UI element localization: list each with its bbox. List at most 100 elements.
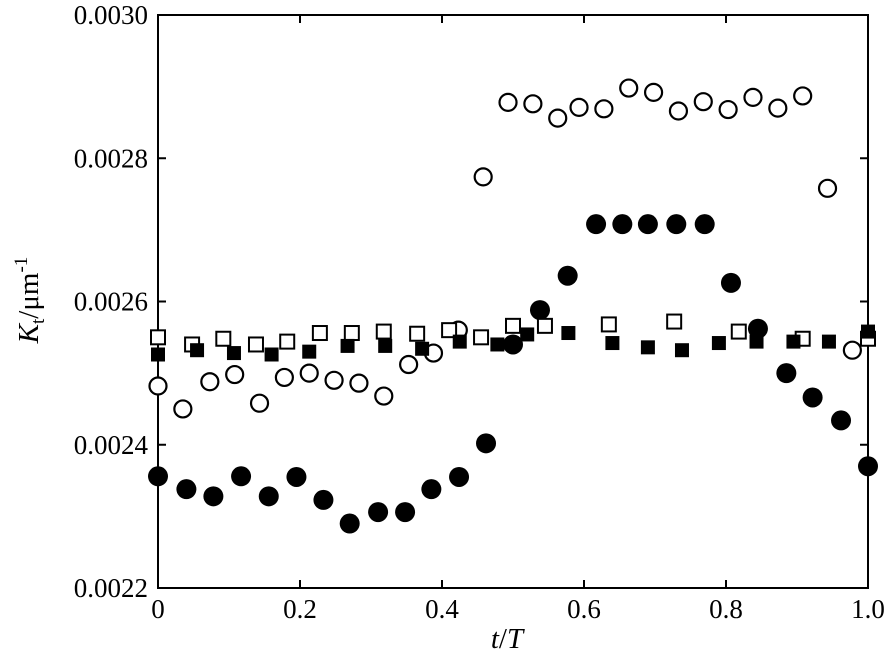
point-filled-square: [340, 338, 355, 353]
y-tick-label: 0.0022: [74, 573, 148, 603]
point-open-circle: [498, 92, 518, 112]
point-filled-square: [190, 343, 205, 358]
point-open-square: [279, 333, 296, 350]
point-open-circle: [349, 373, 369, 393]
point-open-square: [311, 325, 328, 342]
x-tick-label: 0.8: [709, 594, 743, 624]
point-filled-square: [861, 324, 875, 339]
point-filled-square: [711, 336, 726, 351]
point-filled-circle: [666, 214, 687, 235]
x-axis: 0 0.2 0.4 0.6 0.8 1.0: [151, 15, 885, 624]
point-open-circle: [523, 94, 543, 114]
point-filled-square: [561, 326, 576, 341]
point-open-square: [247, 336, 264, 353]
point-filled-circle: [529, 300, 550, 321]
point-open-circle: [718, 99, 738, 120]
point-filled-circle: [476, 433, 497, 454]
point-filled-square: [264, 347, 279, 362]
point-open-circle: [548, 108, 568, 128]
series-filled-circle: [148, 214, 878, 534]
series-open-circle: [148, 78, 862, 419]
point-filled-circle: [802, 387, 823, 408]
point-open-square: [343, 325, 360, 342]
point-open-square: [375, 323, 392, 340]
point-open-square: [600, 316, 617, 333]
point-open-square: [536, 317, 553, 334]
point-open-circle: [200, 372, 220, 392]
point-filled-square: [151, 347, 165, 362]
point-open-square: [666, 313, 683, 330]
x-tick-label: 0.6: [567, 594, 601, 624]
point-open-circle: [249, 393, 270, 413]
point-filled-square: [378, 338, 393, 353]
point-open-circle: [225, 364, 245, 385]
point-filled-square: [452, 334, 467, 349]
point-filled-circle: [258, 486, 279, 507]
point-open-circle: [594, 99, 614, 119]
point-open-circle: [768, 98, 788, 118]
point-filled-circle: [858, 456, 878, 477]
point-open-circle: [619, 78, 639, 98]
point-open-circle: [274, 367, 294, 388]
point-filled-circle: [368, 502, 389, 523]
point-filled-square: [520, 327, 535, 342]
point-filled-circle: [557, 265, 578, 286]
point-filled-square: [605, 336, 620, 351]
point-open-circle: [817, 178, 838, 198]
point-open-circle: [569, 97, 589, 117]
point-filled-circle: [421, 479, 442, 500]
point-filled-circle: [339, 513, 360, 534]
point-open-square: [505, 317, 521, 334]
x-tick-label: 0.2: [283, 594, 317, 624]
point-open-square: [409, 325, 426, 342]
point-filled-square: [786, 334, 801, 349]
point-open-circle: [842, 340, 862, 360]
y-axis: 0.0022 0.0024 0.0026 0.0028 0.0030: [74, 0, 868, 603]
point-open-circle: [324, 370, 344, 390]
point-filled-square: [226, 346, 241, 361]
point-open-circle: [693, 92, 713, 112]
point-open-square: [730, 323, 747, 340]
y-tick-label: 0.0024: [74, 430, 149, 460]
x-tick-label: 0: [151, 594, 165, 624]
point-filled-circle: [231, 466, 252, 487]
y-axis-title: Kt/μm-1: [11, 257, 49, 345]
point-filled-circle: [148, 466, 168, 487]
series-filled-square: [151, 324, 875, 362]
point-filled-square: [749, 334, 764, 349]
point-open-circle: [643, 82, 664, 102]
point-open-circle: [668, 101, 689, 121]
point-open-circle: [173, 399, 193, 419]
point-filled-circle: [747, 318, 768, 339]
point-open-circle: [399, 354, 419, 375]
data-markers: [148, 78, 878, 534]
point-open-circle: [743, 87, 763, 107]
point-filled-circle: [586, 214, 607, 235]
x-tick-label: 0.4: [425, 594, 459, 624]
point-filled-circle: [503, 334, 523, 355]
point-open-circle: [299, 363, 319, 383]
point-filled-circle: [612, 214, 633, 235]
point-filled-circle: [176, 479, 197, 500]
point-filled-square: [674, 343, 689, 358]
x-axis-title: t/T: [491, 623, 525, 655]
point-open-square: [150, 329, 166, 346]
point-open-circle: [793, 86, 813, 106]
point-filled-circle: [395, 502, 416, 523]
point-filled-circle: [776, 363, 797, 384]
point-filled-square: [490, 337, 505, 352]
point-filled-square: [640, 340, 655, 355]
point-filled-circle: [637, 214, 658, 235]
point-filled-square: [302, 344, 317, 359]
point-open-square: [215, 330, 232, 347]
y-tick-label: 0.0026: [74, 287, 148, 317]
point-open-circle: [374, 386, 394, 406]
point-filled-circle: [720, 272, 741, 293]
point-filled-circle: [203, 486, 224, 507]
point-filled-circle: [313, 489, 334, 510]
point-open-circle: [473, 167, 493, 187]
y-tick-label: 0.0028: [74, 143, 148, 173]
point-filled-square: [415, 341, 430, 356]
point-open-square: [441, 322, 458, 339]
